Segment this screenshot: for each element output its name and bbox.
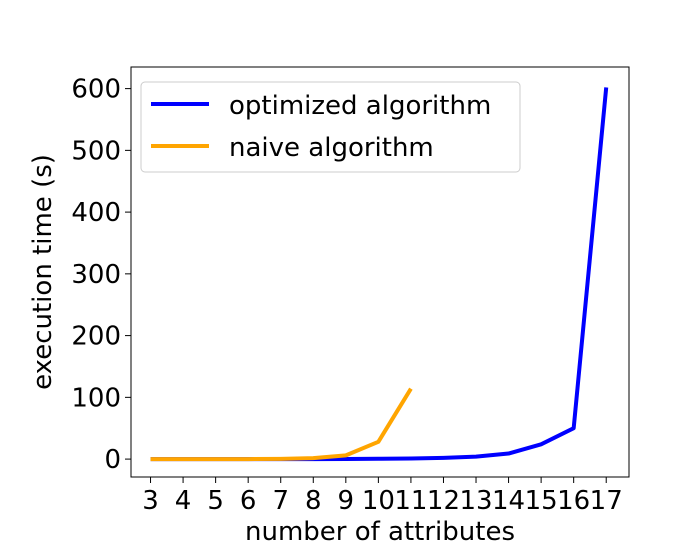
legend-frame (140, 81, 521, 173)
x-tick-label: 3 (142, 486, 159, 516)
y-tick-label: 0 (104, 445, 121, 475)
x-axis-label: number of attributes (245, 517, 515, 547)
x-tick-label: 7 (272, 486, 289, 516)
x-tick-label: 8 (305, 486, 322, 516)
x-tick-label: 15 (525, 486, 558, 516)
y-axis-label: execution time (s) (28, 154, 58, 390)
y-axis: 0 100 200 300 400 500 600 (71, 75, 131, 475)
x-tick-label: 5 (207, 486, 224, 516)
y-tick-label: 600 (71, 75, 121, 105)
x-axis: 3 4 5 6 7 8 9 10 11 12 13 14 15 16 17 (142, 477, 623, 516)
x-tick-label: 10 (362, 486, 395, 516)
y-tick-label: 300 (71, 260, 121, 290)
x-tick-label: 6 (240, 486, 257, 516)
legend: optimized algorithm naive algorithm (140, 81, 521, 173)
legend-label-naive: naive algorithm (229, 133, 434, 163)
x-tick-label: 16 (557, 486, 590, 516)
x-tick-label: 12 (427, 486, 460, 516)
y-tick-label: 500 (71, 136, 121, 166)
x-tick-label: 11 (394, 486, 427, 516)
y-tick-label: 100 (71, 383, 121, 413)
x-tick-label: 9 (338, 486, 355, 516)
series-line-1 (150, 387, 413, 462)
x-tick-label: 4 (175, 486, 192, 516)
y-tick-label: 200 (71, 322, 121, 352)
x-tick-label: 13 (459, 486, 492, 516)
y-tick-label: 400 (71, 198, 121, 228)
plot-frame (130, 66, 630, 478)
x-tick-label: 17 (590, 486, 623, 516)
series-layer (150, 87, 609, 462)
x-tick-label: 14 (492, 486, 525, 516)
legend-label-optimized: optimized algorithm (229, 91, 491, 121)
